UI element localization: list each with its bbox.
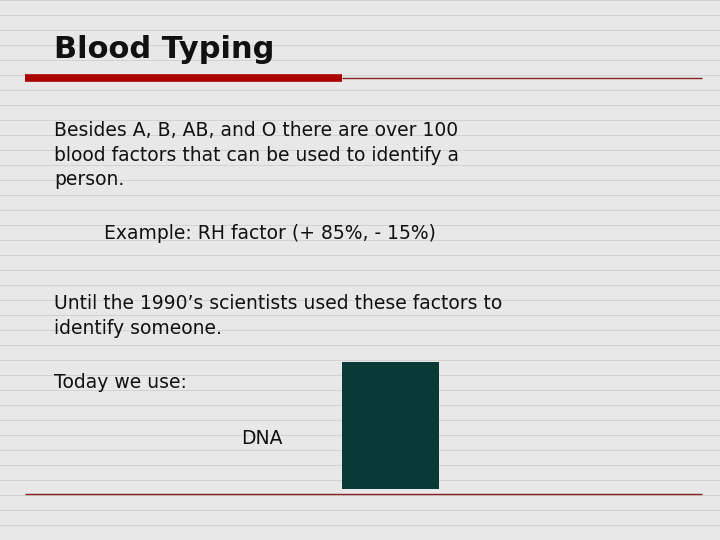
Text: Until the 1990’s scientists used these factors to
identify someone.: Until the 1990’s scientists used these f… bbox=[54, 294, 503, 338]
Text: Besides A, B, AB, and O there are over 100
blood factors that can be used to ide: Besides A, B, AB, and O there are over 1… bbox=[54, 122, 459, 189]
Text: DNA: DNA bbox=[241, 429, 283, 448]
Text: Today we use:: Today we use: bbox=[54, 373, 187, 392]
Text: Example: RH factor (+ 85%, - 15%): Example: RH factor (+ 85%, - 15%) bbox=[104, 224, 436, 243]
Text: Blood Typing: Blood Typing bbox=[54, 35, 274, 64]
FancyBboxPatch shape bbox=[342, 362, 439, 489]
